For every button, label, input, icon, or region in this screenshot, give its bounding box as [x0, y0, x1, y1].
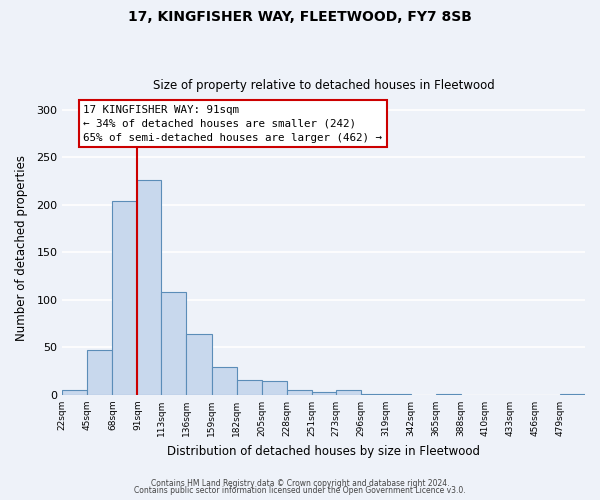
Bar — [112, 201, 137, 395]
X-axis label: Distribution of detached houses by size in Fleetwood: Distribution of detached houses by size … — [167, 444, 480, 458]
Bar — [137, 180, 161, 395]
Bar — [287, 390, 311, 395]
Y-axis label: Number of detached properties: Number of detached properties — [15, 154, 28, 340]
Bar — [161, 292, 187, 395]
Bar — [436, 394, 461, 395]
Bar — [335, 390, 361, 395]
Bar — [386, 394, 411, 395]
Title: Size of property relative to detached houses in Fleetwood: Size of property relative to detached ho… — [153, 79, 494, 92]
Bar — [262, 380, 287, 395]
Text: 17, KINGFISHER WAY, FLEETWOOD, FY7 8SB: 17, KINGFISHER WAY, FLEETWOOD, FY7 8SB — [128, 10, 472, 24]
Bar — [236, 380, 262, 395]
Text: Contains HM Land Registry data © Crown copyright and database right 2024.: Contains HM Land Registry data © Crown c… — [151, 478, 449, 488]
Text: 17 KINGFISHER WAY: 91sqm
← 34% of detached houses are smaller (242)
65% of semi-: 17 KINGFISHER WAY: 91sqm ← 34% of detach… — [83, 104, 382, 142]
Text: Contains public sector information licensed under the Open Government Licence v3: Contains public sector information licen… — [134, 486, 466, 495]
Bar — [311, 392, 335, 395]
Bar — [560, 394, 585, 395]
Bar — [187, 334, 212, 395]
Bar — [212, 368, 236, 395]
Bar — [361, 394, 386, 395]
Bar — [62, 390, 88, 395]
Bar — [88, 350, 112, 395]
